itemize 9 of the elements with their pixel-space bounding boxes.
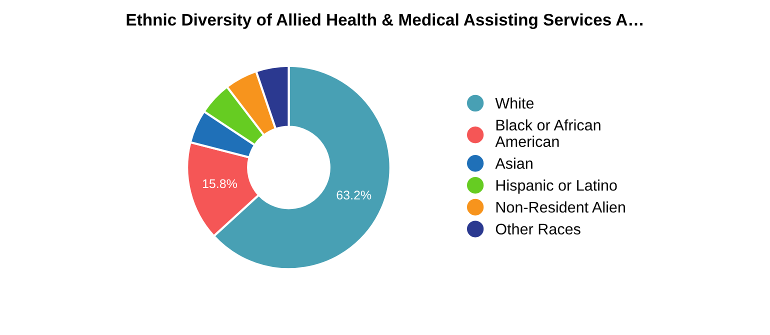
legend-label: Hispanic or Latino [496,180,617,194]
chart-title: Ethnic Diversity of Allied Health & Medical Assisting Services A… [126,13,642,30]
legend-label: Black or African American [495,119,600,148]
legend-label: Non-Resident Alien [496,201,625,213]
data-label: 63.2% [336,190,372,200]
data-label: 15.8% [202,179,238,188]
legend-label: Other Races [496,223,580,235]
legend-label: White [495,97,534,109]
legend-label: Asian [495,158,532,169]
